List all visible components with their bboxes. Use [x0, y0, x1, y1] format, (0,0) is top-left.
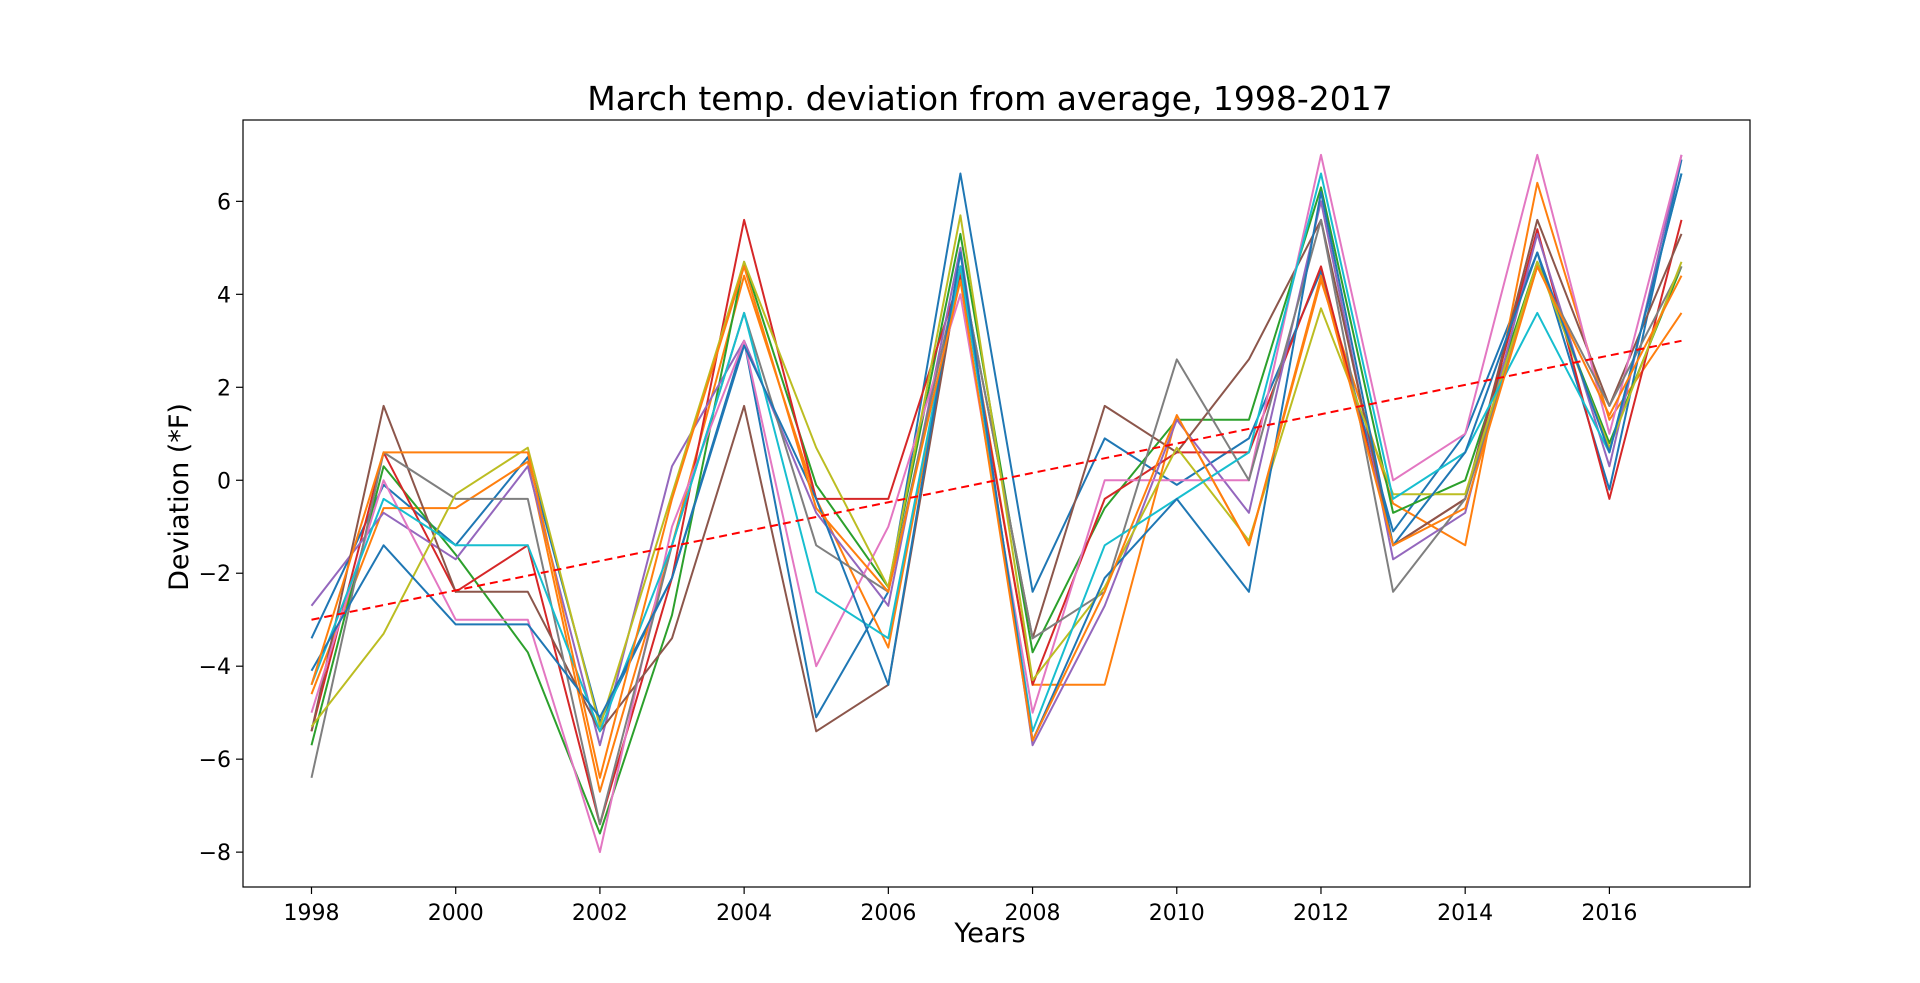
series-line-12: [310, 265, 1683, 779]
x-tick-label: 2010: [1149, 901, 1205, 926]
y-tick-label: 6: [217, 190, 231, 215]
plot-frame: [242, 119, 1751, 888]
y-tick-label: −2: [199, 562, 231, 587]
series-line-9: [310, 214, 1683, 728]
y-tick-label: 2: [217, 376, 231, 401]
y-tick-label: −4: [199, 655, 231, 680]
x-axis-label: Years: [953, 918, 1025, 949]
x-tick-label: 2014: [1437, 901, 1493, 926]
x-tick-label: 2006: [860, 901, 916, 926]
x-tick-label: 1998: [284, 901, 340, 926]
y-tick-label: 0: [217, 469, 231, 494]
chart-title: March temp. deviation from average, 1998…: [587, 79, 1393, 118]
x-tick-label: 2004: [716, 901, 772, 926]
series-line-11: [310, 173, 1683, 742]
series-layer: [310, 153, 1683, 854]
x-tick-label: 2012: [1293, 901, 1349, 926]
x-tick-label: 2002: [572, 901, 628, 926]
series-line-1: [310, 159, 1683, 723]
y-tick-label: −8: [199, 841, 231, 866]
y-tick-label: −6: [199, 748, 231, 773]
y-axis: −8 −6 −4 −2 0 2 4 6: [199, 190, 243, 866]
y-axis-label: Deviation (*F): [164, 403, 195, 591]
x-tick-label: 2016: [1581, 901, 1637, 926]
y-tick-label: 4: [217, 283, 231, 308]
x-tick-label: 2000: [428, 901, 484, 926]
x-tick-label: 2008: [1005, 901, 1061, 926]
x-axis: 1998 2000 2002 2004 2006 2008 2010 2012 2014 2016: [284, 887, 1637, 926]
